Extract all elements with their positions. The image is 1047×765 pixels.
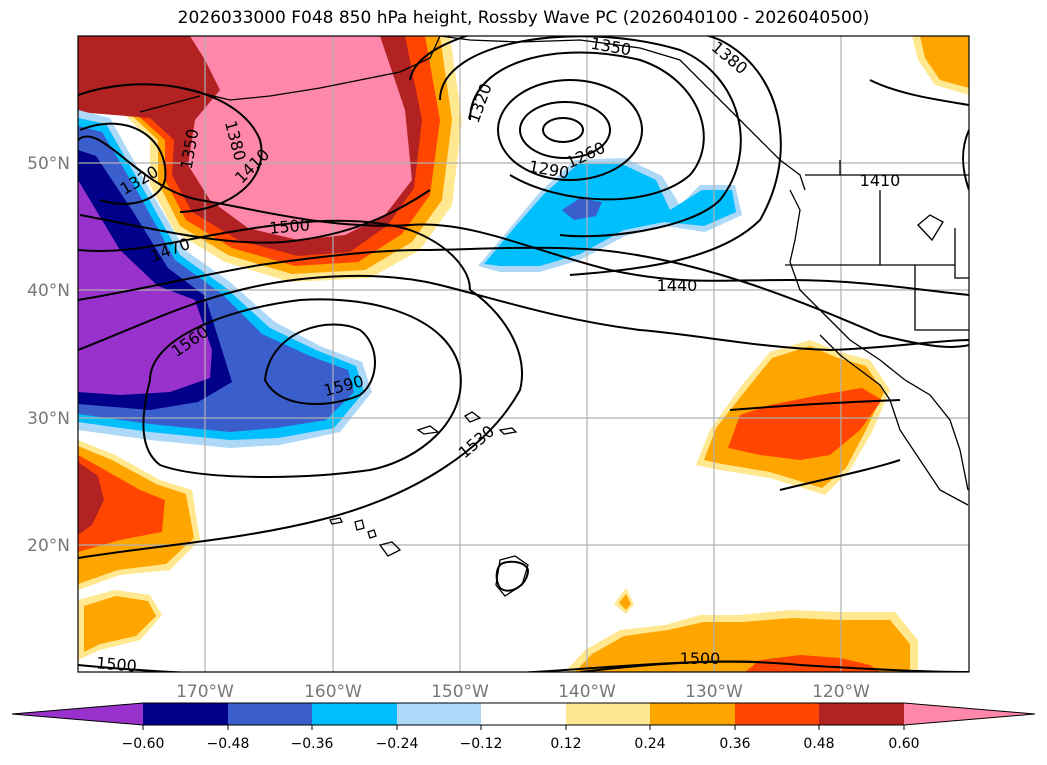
contour-label: 1500 [268, 215, 310, 237]
colorbar-tick-label: −0.48 [207, 736, 250, 752]
map-frame [77, 35, 970, 673]
colorbar-swatch [650, 703, 735, 725]
lat-label: 50°N [27, 154, 70, 174]
positive-anomaly-north-pacific [78, 36, 462, 282]
colorbar-swatch [397, 703, 482, 725]
lat-label: 20°N [27, 536, 70, 556]
colorbar-tick-label: −0.24 [376, 736, 419, 752]
positive-anomaly-subtropics [78, 36, 969, 672]
colorbar-swatch [735, 703, 820, 725]
negative-anomaly-gulf-of-alaska [478, 158, 742, 272]
colorbar-extend-low [12, 703, 143, 725]
colorbar-swatch [143, 703, 228, 725]
colorbar-swatch [819, 703, 904, 725]
colorbar-swatch [481, 703, 566, 725]
map-area: 1260 1290 1320 1320 1350 1350 1380 1380 … [78, 34, 969, 675]
colorbar-tick-label: 0.36 [719, 736, 750, 752]
colorbar-tick-label: 0.12 [550, 736, 581, 752]
colorbar-extend-high [904, 703, 1035, 725]
lat-label: 40°N [27, 281, 70, 301]
colorbar-tick-label: 0.24 [634, 736, 665, 752]
contour-label: 1410 [860, 171, 901, 190]
contour-label: 1350 [589, 34, 632, 60]
negative-anomaly-west-pacific [78, 110, 372, 448]
longitude-labels: 170°W 160°W 150°W 140°W 130°W 120°W [176, 682, 870, 702]
latitude-labels: 50°N 40°N 30°N 20°N [27, 154, 70, 556]
lon-label: 170°W [176, 682, 234, 702]
graticule [78, 36, 969, 672]
colorbar-swatch [566, 703, 651, 725]
colorbar-swatch [312, 703, 397, 725]
colorbar-tick-label: 0.48 [803, 736, 834, 752]
colorbar-swatch [228, 703, 313, 725]
lon-label: 160°W [304, 682, 362, 702]
height-contours [78, 36, 969, 672]
colorbar-tick-label: 0.60 [888, 736, 919, 752]
map-title: 2026033000 F048 850 hPa height, Rossby W… [177, 8, 870, 28]
contour-label: 1500 [95, 653, 137, 675]
lon-label: 140°W [558, 682, 616, 702]
lon-label: 120°W [812, 682, 870, 702]
colorbar: −0.60 −0.48 −0.36 −0.24 −0.12 0.12 0.24 … [11, 702, 1036, 752]
contour-label: 1500 [680, 649, 721, 668]
colorbar-tick-label: −0.60 [122, 736, 165, 752]
colorbar-tick-label: −0.36 [291, 736, 334, 752]
lon-label: 130°W [685, 682, 743, 702]
contour-label: 1440 [657, 276, 698, 295]
lon-label: 150°W [431, 682, 489, 702]
lat-label: 30°N [27, 409, 70, 429]
colorbar-tick-label: −0.12 [460, 736, 503, 752]
